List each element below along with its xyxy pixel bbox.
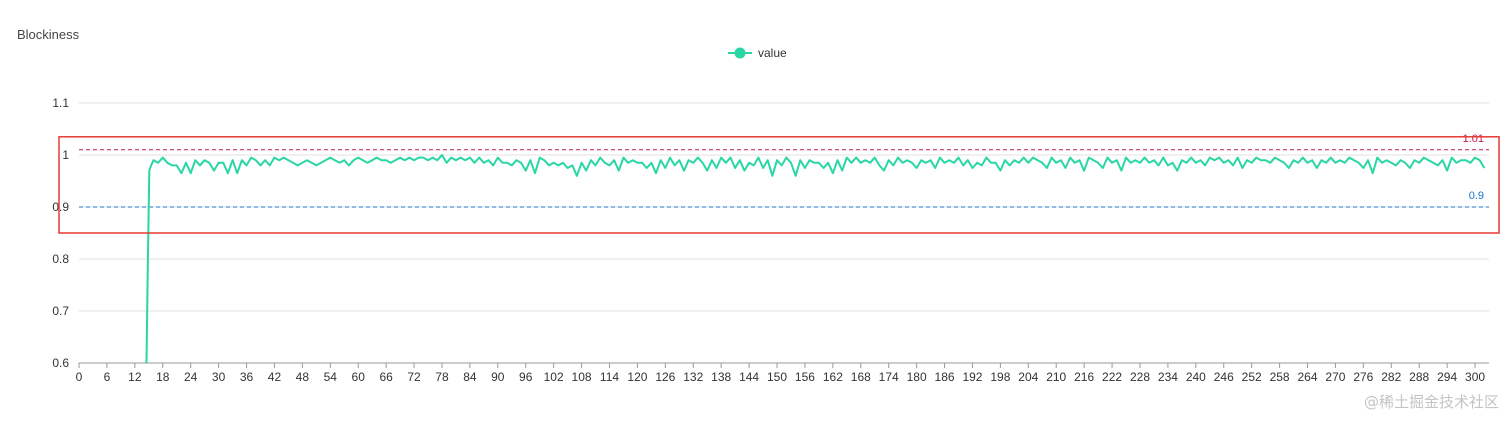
- x-tick-label: 30: [212, 370, 226, 384]
- x-tick-label: 228: [1130, 370, 1150, 384]
- series-line: [145, 154, 1486, 364]
- x-tick-label: 126: [655, 370, 675, 384]
- x-tick-label: 90: [491, 370, 505, 384]
- x-tick-label: 276: [1353, 370, 1373, 384]
- x-tick-label: 72: [407, 370, 421, 384]
- x-tick-label: 108: [572, 370, 592, 384]
- y-tick-label: 0.6: [52, 356, 69, 370]
- y-tick-label: 0.8: [52, 252, 69, 266]
- x-tick-label: 48: [296, 370, 310, 384]
- mark-line-label: 0.9: [1469, 190, 1484, 202]
- x-tick-label: 84: [463, 370, 477, 384]
- x-tick-label: 180: [907, 370, 927, 384]
- chart-title: Blockiness: [17, 27, 80, 42]
- x-tick-label: 168: [851, 370, 871, 384]
- x-tick-label: 114: [600, 370, 619, 384]
- legend[interactable]: value: [728, 46, 787, 60]
- x-tick-label: 156: [795, 370, 815, 384]
- x-tick-label: 270: [1325, 370, 1345, 384]
- x-tick-label: 204: [1018, 370, 1038, 384]
- x-tick-label: 264: [1297, 370, 1317, 384]
- x-tick-label: 54: [324, 370, 338, 384]
- y-tick-label: 0.9: [52, 200, 69, 214]
- x-tick-label: 96: [519, 370, 533, 384]
- x-tick-label: 18: [156, 370, 170, 384]
- x-axis: 0 6 12 18 24 30 36 42 48 54 60 66 72 78 84 90 96 102 108 11…: [76, 362, 1489, 384]
- x-tick-label: 234: [1158, 370, 1178, 384]
- x-tick-label: 282: [1381, 370, 1401, 384]
- x-tick-label: 216: [1074, 370, 1094, 384]
- x-tick-label: 42: [268, 370, 282, 384]
- x-tick-label: 186: [935, 370, 955, 384]
- x-tick-label: 138: [711, 370, 731, 384]
- x-tick-label: 210: [1046, 370, 1066, 384]
- x-tick-label: 198: [990, 370, 1010, 384]
- x-tick-label: 66: [379, 370, 393, 384]
- x-tick-label: 132: [683, 370, 703, 384]
- highlight-box: [58, 136, 1500, 234]
- x-tick-label: 300: [1465, 370, 1485, 384]
- x-tick-label: 192: [962, 370, 982, 384]
- x-tick-label: 6: [104, 370, 111, 384]
- series-layer: [145, 154, 1486, 364]
- y-tick-label: 0.7: [52, 304, 69, 318]
- x-tick-label: 150: [767, 370, 787, 384]
- x-tick-label: 102: [544, 370, 564, 384]
- x-tick-label: 294: [1437, 370, 1457, 384]
- x-tick-label: 24: [184, 370, 198, 384]
- mark-lines: 1.01 0.9: [79, 133, 1489, 208]
- x-tick-label: 78: [435, 370, 449, 384]
- x-tick-label: 0: [76, 370, 83, 384]
- legend-marker: [734, 47, 746, 59]
- x-tick-label: 162: [823, 370, 843, 384]
- y-tick-label: 1.1: [52, 96, 69, 110]
- grid-lines: [79, 102, 1489, 312]
- mark-line-label: 1.01: [1463, 133, 1484, 145]
- x-tick-label: 12: [128, 370, 142, 384]
- highlight-rect: [58, 136, 1500, 234]
- x-tick-label: 144: [739, 370, 759, 384]
- x-tick-label: 120: [627, 370, 647, 384]
- x-tick-label: 258: [1270, 370, 1290, 384]
- x-tick-label: 246: [1214, 370, 1234, 384]
- x-tick-label: 174: [879, 370, 899, 384]
- x-tick-label: 60: [352, 370, 366, 384]
- legend-label: value: [758, 46, 787, 60]
- x-tick-label: 222: [1102, 370, 1122, 384]
- watermark: @稀土掘金技术社区: [1363, 393, 1499, 411]
- x-tick-label: 252: [1242, 370, 1262, 384]
- y-axis-ticks: 0.6 0.7 0.8 0.9 1 1.1: [52, 96, 69, 370]
- x-tick-label: 36: [240, 370, 254, 384]
- x-tick-label: 240: [1186, 370, 1206, 384]
- x-tick-label: 288: [1409, 370, 1429, 384]
- y-tick-label: 1: [62, 148, 69, 162]
